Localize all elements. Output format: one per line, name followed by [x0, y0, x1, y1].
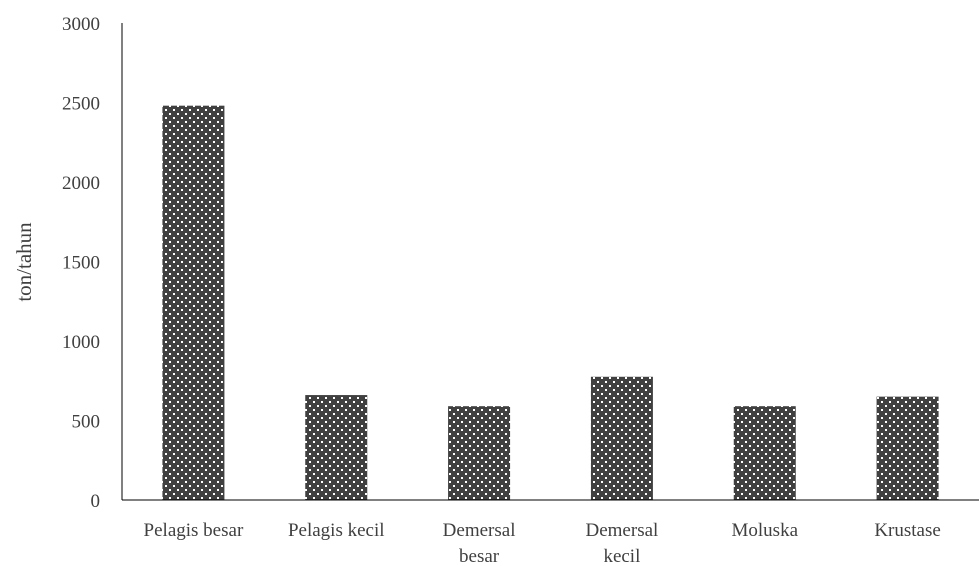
bar: [876, 396, 939, 500]
y-tick-label: 2500: [62, 94, 100, 115]
bar: [305, 395, 368, 500]
y-tick-label: 0: [91, 491, 101, 512]
x-category-label: besar: [459, 546, 500, 566]
y-tick-label: 500: [72, 412, 101, 433]
y-tick-label: 2000: [62, 173, 100, 194]
x-category-label: Pelagis kecil: [288, 520, 385, 541]
bar: [590, 376, 653, 500]
y-tick-label: 1000: [62, 332, 100, 353]
x-category-label: Demersal: [443, 520, 516, 541]
y-axis-title: ton/tahun: [12, 222, 36, 302]
bar: [162, 105, 225, 501]
x-category-label: kecil: [603, 546, 640, 566]
y-axis-tick-labels: 0 500 1000 1500 2000 2500 3000: [62, 14, 100, 512]
y-tick-label: 1500: [62, 253, 100, 274]
x-category-label: Demersal: [586, 520, 659, 541]
x-category-label: Krustase: [874, 520, 940, 541]
bar: [733, 406, 796, 500]
y-tick-label: 3000: [62, 14, 100, 35]
bar: [448, 406, 511, 500]
x-category-label: Moluska: [732, 520, 799, 541]
x-category-label: Pelagis besar: [144, 520, 244, 541]
bars: [162, 105, 939, 501]
x-axis-category-labels: Pelagis besar Pelagis kecil Demersal besar D…: [144, 520, 941, 566]
